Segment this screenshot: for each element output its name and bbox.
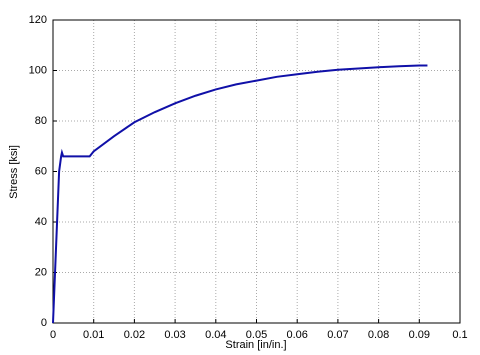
y-tick-label: 20 xyxy=(35,266,47,278)
y-tick-label: 0 xyxy=(41,317,47,329)
plot-frame xyxy=(52,19,461,324)
x-tick-label: 0.1 xyxy=(452,329,467,341)
x-tick-label: 0.06 xyxy=(286,329,307,341)
y-tick-label: 60 xyxy=(35,165,47,177)
x-tick-label: 0.08 xyxy=(368,329,389,341)
x-tick-label: 0.07 xyxy=(327,329,348,341)
x-tick-label: 0.05 xyxy=(246,329,267,341)
y-tick-label: 80 xyxy=(35,115,47,127)
x-tick-label: 0.09 xyxy=(409,329,430,341)
x-tick-label: 0.02 xyxy=(124,329,145,341)
x-tick-label: 0 xyxy=(50,329,56,341)
y-tick-label: 40 xyxy=(35,216,47,228)
x-tick-label: 0.04 xyxy=(205,329,226,341)
y-tick-label: 120 xyxy=(29,14,47,26)
y-tick-label: 100 xyxy=(29,64,47,76)
data-line xyxy=(52,64,428,324)
y-axis-label: Stress [ksi] xyxy=(8,145,20,199)
x-tick-label: 0.01 xyxy=(83,329,104,341)
x-axis-label: Strain [in/in.] xyxy=(225,339,286,351)
x-tick-label: 0.03 xyxy=(164,329,185,341)
